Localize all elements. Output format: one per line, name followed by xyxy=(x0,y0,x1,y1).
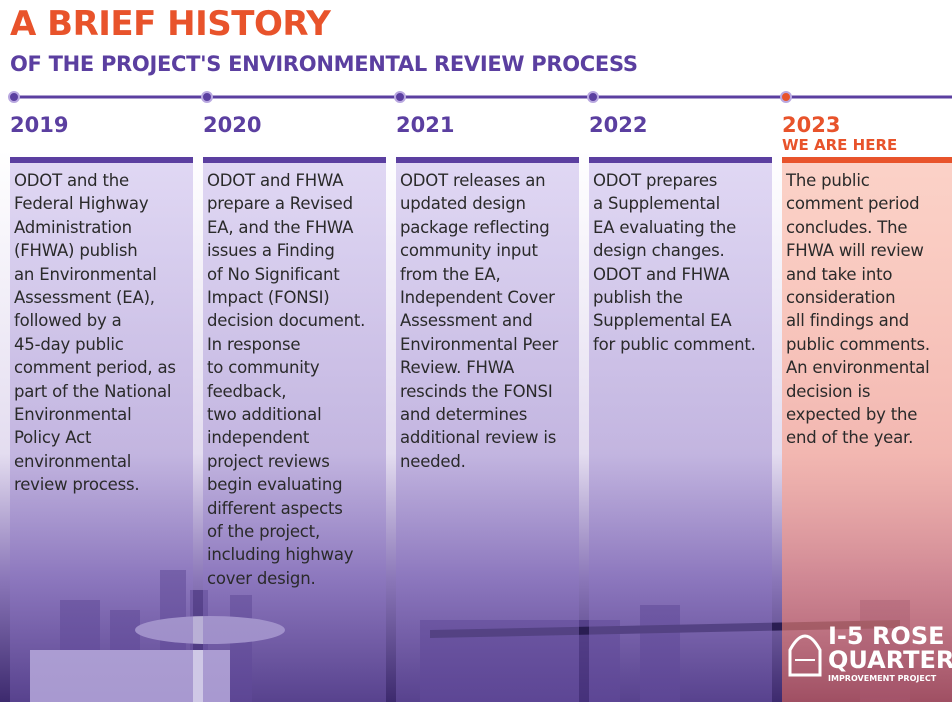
description-line: rescinds the FONSI xyxy=(400,382,552,401)
description-line: Review. FHWA xyxy=(400,358,514,377)
description-line: from the EA, xyxy=(400,265,501,284)
description-line: of No Significant xyxy=(207,265,340,284)
title: A BRIEF HISTORY xyxy=(10,4,330,44)
timeline-dot xyxy=(781,92,791,102)
description-line: and determines xyxy=(400,405,527,424)
description-line: an Environmental xyxy=(14,265,157,284)
timeline-dot xyxy=(588,92,598,102)
description-line: Independent Cover xyxy=(400,288,555,307)
column-bar xyxy=(589,157,772,163)
description-line: decision is xyxy=(786,382,870,401)
description-line: of the project, xyxy=(207,522,320,541)
description-line: Assessment (EA), xyxy=(14,288,155,307)
description-line: Impact (FONSI) xyxy=(207,288,330,307)
column-bar xyxy=(10,157,193,163)
timeline-axis xyxy=(0,88,952,108)
logo-name: QUARTER xyxy=(828,646,952,674)
description-line: Assessment and xyxy=(400,311,532,330)
description-line: updated design xyxy=(400,194,526,213)
description-line: additional review is xyxy=(400,428,556,447)
description-line: needed. xyxy=(400,452,466,471)
description-line: end of the year. xyxy=(786,428,913,447)
description-line: two additional xyxy=(207,405,321,424)
description-line: Environmental xyxy=(14,405,131,424)
page: {"header": {"title": "A BRIEF HISTORY", … xyxy=(0,0,952,702)
description-line: EA evaluating the xyxy=(593,218,736,237)
description-line: concludes. The xyxy=(786,218,907,237)
description-line: 45-day public xyxy=(14,335,124,354)
column-bar xyxy=(203,157,386,163)
year: 2019 xyxy=(10,113,68,137)
description-line: Administration xyxy=(14,218,132,237)
description-line: consideration xyxy=(786,288,895,307)
description-line: issues a Finding xyxy=(207,241,335,260)
description-line: Supplemental EA xyxy=(593,311,731,330)
description-line: review process. xyxy=(14,475,139,494)
description-line: to community xyxy=(207,358,319,377)
subtitle: OF THE PROJECT'S ENVIRONMENTAL REVIEW PR… xyxy=(10,52,638,76)
logo-tagline: IMPROVEMENT PROJECT xyxy=(828,674,936,683)
logo-icon xyxy=(785,620,825,680)
description-line: ODOT prepares xyxy=(593,171,717,190)
description-line: package reflecting xyxy=(400,218,549,237)
description-line: for public comment. xyxy=(593,335,756,354)
description-line: public comments. xyxy=(786,335,930,354)
description-line: FHWA will review xyxy=(786,241,924,260)
year: 2020 xyxy=(203,113,261,137)
column-bar xyxy=(782,157,952,163)
description-line: Policy Act xyxy=(14,428,91,447)
description-line: project reviews xyxy=(207,452,330,471)
description-line: Federal Highway xyxy=(14,194,148,213)
description-line: feedback, xyxy=(207,382,286,401)
description-line: In response xyxy=(207,335,300,354)
description-line: publish the xyxy=(593,288,683,307)
description-line: independent xyxy=(207,428,309,447)
description-line: (FHWA) publish xyxy=(14,241,138,260)
description-line: comment period xyxy=(786,194,919,213)
year: 2022 xyxy=(589,113,647,137)
description-line: The public xyxy=(786,171,870,190)
description-line: begin evaluating xyxy=(207,475,342,494)
year: 2021 xyxy=(396,113,454,137)
description-line: comment period, as xyxy=(14,358,176,377)
description-line: followed by a xyxy=(14,311,122,330)
timeline-dot xyxy=(202,92,212,102)
year: 2023 xyxy=(782,113,840,137)
description-line: decision document. xyxy=(207,311,365,330)
description-line: and take into xyxy=(786,265,892,284)
description-line: cover design. xyxy=(207,569,316,588)
description-line: ODOT and FHWA xyxy=(593,265,729,284)
description-line: prepare a Revised xyxy=(207,194,353,213)
description-line: including highway xyxy=(207,545,353,564)
description-line: part of the National xyxy=(14,382,171,401)
timeline-column xyxy=(589,157,772,702)
column-bar xyxy=(396,157,579,163)
description-line: Environmental Peer xyxy=(400,335,558,354)
timeline-dot xyxy=(395,92,405,102)
status-tag: WE ARE HERE xyxy=(782,136,897,154)
description-line: ODOT and FHWA xyxy=(207,171,343,190)
description-line: An environmental xyxy=(786,358,930,377)
description-line: ODOT releases an xyxy=(400,171,545,190)
description-line: different aspects xyxy=(207,499,343,518)
description-line: a Supplemental xyxy=(593,194,720,213)
description-line: ODOT and the xyxy=(14,171,129,190)
description-line: expected by the xyxy=(786,405,917,424)
description-line: design changes. xyxy=(593,241,725,260)
description-line: EA, and the FHWA xyxy=(207,218,353,237)
timeline-dot xyxy=(9,92,19,102)
description-line: community input xyxy=(400,241,538,260)
description-line: environmental xyxy=(14,452,131,471)
description-line: all findings and xyxy=(786,311,909,330)
